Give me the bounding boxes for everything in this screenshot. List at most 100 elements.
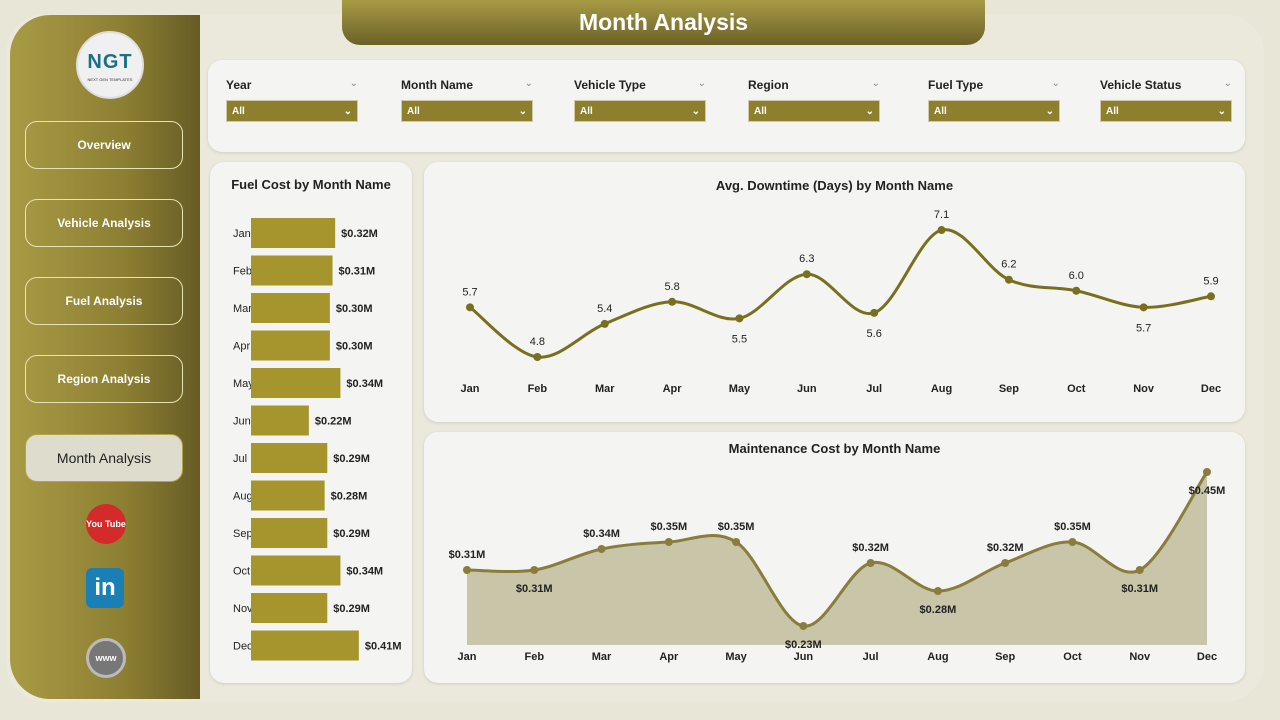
maintenance-area bbox=[467, 472, 1207, 645]
downtime-value-label: 5.5 bbox=[732, 333, 747, 345]
filter-dropdown[interactable]: All ⌄ bbox=[401, 100, 533, 122]
bar-category-label: Apr bbox=[233, 341, 250, 353]
maintenance-point bbox=[1135, 566, 1144, 574]
x-axis-label: Dec bbox=[1197, 651, 1217, 663]
filter-value: All bbox=[580, 105, 593, 117]
bar-oct bbox=[251, 555, 341, 586]
maintenance-value-label: $0.35M bbox=[650, 521, 687, 533]
maintenance-point bbox=[1203, 468, 1211, 476]
bar-value-label: $0.29M bbox=[333, 528, 370, 540]
chevron-down-icon: ⌄ bbox=[343, 105, 352, 117]
bar-jan bbox=[251, 218, 336, 248]
nav-vehicle-analysis[interactable]: Vehicle Analysis bbox=[25, 199, 183, 247]
bar-value-label: $0.30M bbox=[336, 341, 373, 353]
downtime-value-label: 6.3 bbox=[799, 253, 814, 265]
maintenance-value-label: $0.32M bbox=[852, 542, 889, 554]
maintenance-chart: $0.31M Jan $0.31M Feb $0.34M Mar $0.35M Apr $0.3… bbox=[449, 468, 1226, 663]
filter-dropdown[interactable]: All ⌄ bbox=[226, 100, 358, 122]
bar-category-label: Feb bbox=[233, 266, 252, 278]
maintenance-point bbox=[732, 538, 741, 546]
bar-category-label: Aug bbox=[233, 491, 253, 503]
nav-overview[interactable]: Overview bbox=[25, 121, 183, 169]
downtime-point bbox=[1004, 275, 1013, 284]
downtime-line bbox=[469, 228, 1212, 359]
filter-label: Fuel Type ⌄ bbox=[928, 78, 1060, 92]
bar-value-label: $0.29M bbox=[333, 453, 370, 465]
youtube-icon[interactable]: You Tube bbox=[86, 504, 126, 544]
chevron-down-icon[interactable]: ⌄ bbox=[871, 78, 880, 89]
downtime-value-label: 6.0 bbox=[1069, 270, 1084, 282]
filter-year[interactable]: Year ⌄ All ⌄ bbox=[226, 78, 358, 122]
downtime-title: Avg. Downtime (Days) by Month Name bbox=[715, 178, 954, 193]
maintenance-value-label: $0.35M bbox=[1054, 521, 1091, 533]
bar-value-label: $0.32M bbox=[341, 228, 378, 240]
bar-category-label: Mar bbox=[233, 303, 252, 315]
x-axis-label: Feb bbox=[528, 383, 548, 395]
nav-fuel-analysis[interactable]: Fuel Analysis bbox=[25, 277, 183, 325]
chevron-down-icon[interactable]: ⌄ bbox=[697, 78, 706, 89]
filter-dropdown[interactable]: All ⌄ bbox=[928, 100, 1060, 122]
chevron-down-icon[interactable]: ⌄ bbox=[1223, 78, 1232, 89]
downtime-value-label: 5.8 bbox=[664, 281, 679, 293]
bar-sep bbox=[251, 518, 328, 548]
bar-nov bbox=[251, 593, 328, 623]
downtime-point bbox=[533, 353, 542, 361]
downtime-value-label: 7.1 bbox=[934, 209, 949, 221]
filter-vehicle-status[interactable]: Vehicle Status ⌄ All ⌄ bbox=[1100, 78, 1232, 122]
fuel-cost-title: Fuel Cost by Month Name bbox=[231, 177, 391, 192]
filter-value: All bbox=[232, 105, 245, 117]
downtime-point bbox=[735, 314, 744, 323]
chevron-down-icon: ⌄ bbox=[865, 105, 874, 117]
x-axis-label: Dec bbox=[1201, 383, 1221, 395]
maintenance-point bbox=[463, 566, 471, 574]
filter-month-name[interactable]: Month Name ⌄ All ⌄ bbox=[401, 78, 533, 122]
downtime-point bbox=[1072, 286, 1081, 295]
filter-label: Month Name ⌄ bbox=[401, 78, 533, 92]
filter-dropdown[interactable]: All ⌄ bbox=[748, 100, 880, 122]
downtime-point bbox=[600, 319, 609, 328]
filter-label-text: Fuel Type bbox=[928, 78, 984, 92]
maintenance-value-label: $0.45M bbox=[1189, 485, 1226, 497]
bar-category-label: Jul bbox=[233, 453, 247, 465]
filter-label: Vehicle Status ⌄ bbox=[1100, 78, 1232, 92]
bar-category-label: Dec bbox=[233, 641, 253, 653]
filter-label: Vehicle Type ⌄ bbox=[574, 78, 706, 92]
x-axis-label: Jun bbox=[794, 651, 814, 663]
filter-dropdown[interactable]: All ⌄ bbox=[1100, 100, 1232, 122]
downtime-point bbox=[466, 303, 474, 312]
chevron-down-icon[interactable]: ⌄ bbox=[524, 78, 533, 89]
x-axis-label: Aug bbox=[927, 651, 948, 663]
bar-value-label: $0.30M bbox=[336, 303, 373, 315]
bar-may bbox=[251, 368, 341, 398]
maintenance-value-label: $0.31M bbox=[449, 549, 486, 561]
downtime-panel: Avg. Downtime (Days) by Month Name 5.7 Ja… bbox=[424, 162, 1245, 422]
filter-vehicle-type[interactable]: Vehicle Type ⌄ All ⌄ bbox=[574, 78, 706, 122]
maintenance-value-label: $0.34M bbox=[583, 528, 620, 540]
bar-category-label: Oct bbox=[233, 566, 250, 578]
downtime-point bbox=[1207, 292, 1215, 301]
x-axis-label: Apr bbox=[659, 651, 679, 663]
filter-dropdown[interactable]: All ⌄ bbox=[574, 100, 706, 122]
nav-region-analysis[interactable]: Region Analysis bbox=[25, 355, 183, 403]
x-axis-label: Sep bbox=[995, 651, 1015, 663]
sidebar: NGT NEXT GEN TEMPLATES bbox=[10, 15, 200, 699]
maintenance-point bbox=[597, 545, 606, 553]
downtime-chart: 5.7 Jan 4.8 Feb 5.4 Mar 5.8 Apr 5.5 May 6.3 Jun 5.6 J… bbox=[461, 209, 1222, 395]
filter-fuel-type[interactable]: Fuel Type ⌄ All ⌄ bbox=[928, 78, 1060, 122]
chevron-down-icon: ⌄ bbox=[1217, 105, 1226, 117]
globe-icon[interactable]: www bbox=[86, 638, 126, 678]
linkedin-icon[interactable]: in bbox=[86, 568, 124, 608]
downtime-point bbox=[668, 297, 677, 306]
chevron-down-icon[interactable]: ⌄ bbox=[1051, 78, 1060, 89]
nav-month-analysis[interactable]: Month Analysis bbox=[25, 434, 183, 482]
ngt-logo: NGT NEXT GEN TEMPLATES bbox=[76, 31, 144, 99]
maintenance-point bbox=[664, 538, 673, 546]
x-axis-label: May bbox=[729, 383, 751, 395]
filter-value: All bbox=[754, 105, 767, 117]
filter-label-text: Region bbox=[748, 78, 789, 92]
chevron-down-icon[interactable]: ⌄ bbox=[349, 78, 358, 89]
downtime-value-label: 5.6 bbox=[867, 328, 882, 340]
x-axis-label: Jan bbox=[461, 383, 480, 395]
filter-region[interactable]: Region ⌄ All ⌄ bbox=[748, 78, 880, 122]
bar-value-label: $0.41M bbox=[365, 641, 402, 653]
